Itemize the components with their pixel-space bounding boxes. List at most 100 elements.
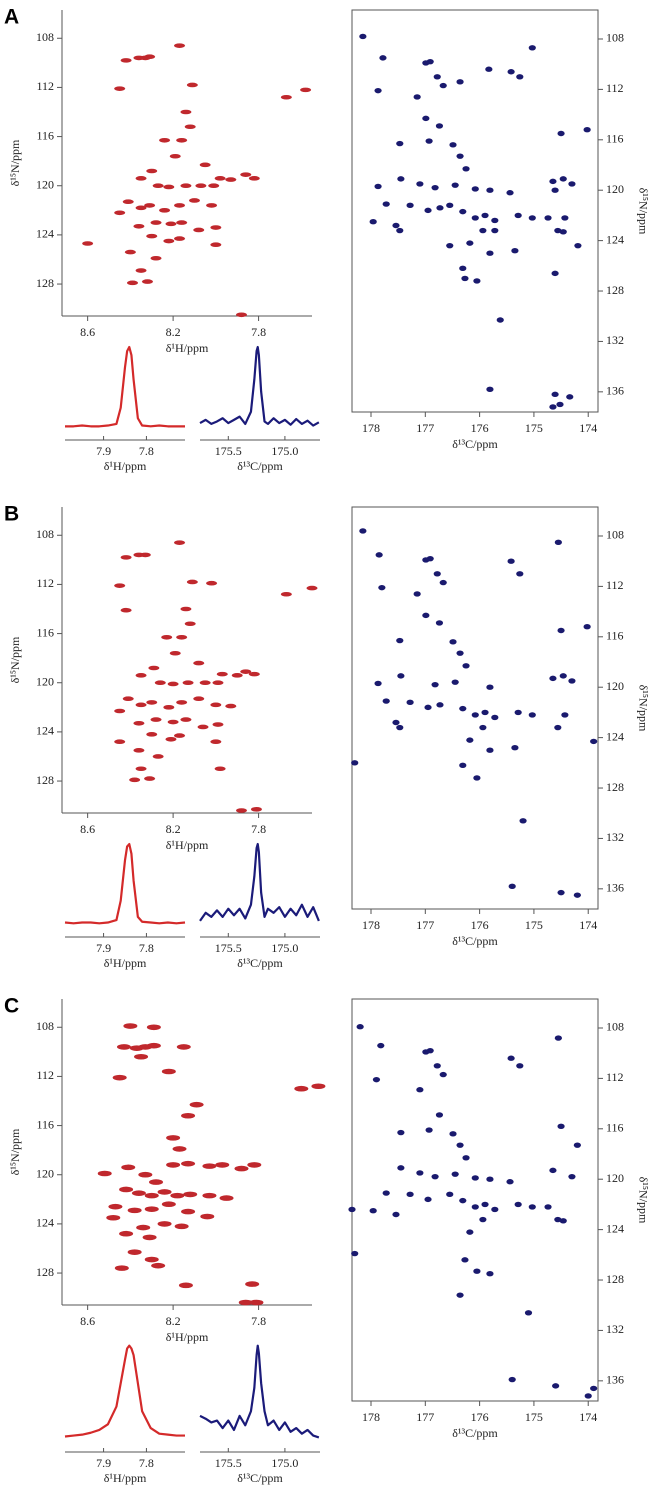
x-tick-label: 175.5 <box>215 444 242 458</box>
y-axis-label: δ¹⁵N/ppm <box>636 1177 650 1224</box>
x-tick-label: 7.8 <box>251 325 266 339</box>
peak <box>568 1173 576 1180</box>
peak <box>161 634 173 640</box>
peak <box>146 1042 161 1049</box>
peak <box>181 1112 196 1119</box>
x-axis-label: δ¹H/ppm <box>104 1471 147 1485</box>
peak <box>280 94 292 100</box>
peak <box>178 1282 193 1289</box>
y-tick-label: 120 <box>606 1171 624 1185</box>
peak <box>369 1208 377 1214</box>
peak <box>559 229 567 235</box>
x-tick-label: 176 <box>471 918 489 932</box>
y-tick-label: 116 <box>606 1121 624 1135</box>
peak <box>379 55 387 61</box>
peak <box>165 221 177 227</box>
peak <box>461 1257 469 1263</box>
x-tick-label: 8.2 <box>166 822 181 836</box>
x-tick-label: 175 <box>525 421 543 435</box>
x-tick-label: 8.6 <box>80 325 95 339</box>
peak <box>176 700 188 705</box>
plot-frame <box>351 9 599 413</box>
peak <box>449 1131 457 1137</box>
peak <box>435 1112 444 1118</box>
peak <box>135 766 147 772</box>
x-tick-label: 7.9 <box>96 444 111 458</box>
peak <box>351 1250 359 1257</box>
peak <box>157 1189 172 1195</box>
y-tick-label: 108 <box>36 30 54 44</box>
peak <box>559 673 567 679</box>
peak <box>372 1076 381 1083</box>
y-tick-label: 112 <box>606 81 624 95</box>
peak <box>154 680 166 686</box>
peak <box>359 33 367 40</box>
peak <box>127 280 139 286</box>
peak <box>397 176 405 182</box>
y-tick-label: 124 <box>36 724 54 738</box>
peak <box>473 775 481 781</box>
peak <box>456 650 464 656</box>
peak <box>425 138 433 144</box>
y-axis-label: δ¹⁵N/ppm <box>636 685 650 732</box>
peak <box>528 712 536 718</box>
peak <box>528 45 536 51</box>
peak <box>146 700 158 705</box>
peak <box>583 624 591 630</box>
peak <box>184 124 196 130</box>
peak <box>150 717 162 722</box>
y-tick-label: 120 <box>36 674 54 688</box>
peak <box>397 673 405 679</box>
peak <box>195 183 207 189</box>
y-tick-label: 136 <box>606 881 624 895</box>
peak <box>152 754 164 759</box>
peak <box>150 220 162 225</box>
peak <box>449 639 457 645</box>
x-tick-label: 7.8 <box>139 941 154 955</box>
peak <box>238 1299 253 1306</box>
peak <box>459 208 467 215</box>
peak <box>422 115 430 122</box>
peak <box>193 660 205 666</box>
peak <box>462 166 470 172</box>
y-tick-label: 108 <box>606 528 624 542</box>
peak <box>169 650 181 656</box>
x-axis-label: δ¹³C/ppm <box>452 934 498 948</box>
peak <box>451 182 459 188</box>
peak <box>199 162 211 168</box>
peak <box>135 205 147 211</box>
peak <box>97 1170 112 1177</box>
y-tick-label: 112 <box>36 79 54 93</box>
trace <box>64 842 186 925</box>
trace <box>199 842 320 922</box>
peak <box>240 669 252 674</box>
peak <box>491 714 499 721</box>
peak <box>590 1385 598 1392</box>
peak <box>219 1195 234 1201</box>
peak <box>197 724 209 730</box>
peak <box>176 634 188 640</box>
peak <box>114 210 126 216</box>
peak <box>135 673 147 678</box>
peak <box>508 1376 516 1383</box>
y-tick-label: 116 <box>606 132 624 146</box>
peak <box>451 679 459 685</box>
peak <box>202 1163 217 1169</box>
peak <box>449 142 457 148</box>
peak <box>375 552 383 558</box>
peak <box>133 720 145 726</box>
x-tick-label: 8.2 <box>166 1314 181 1328</box>
x-tick-label: 7.8 <box>139 444 154 458</box>
y-axis-label: δ¹⁵N/ppm <box>8 1128 22 1175</box>
peak <box>436 205 444 211</box>
peak <box>425 1127 433 1133</box>
peak <box>459 265 467 272</box>
x-tick-label: 174 <box>579 918 597 932</box>
peak <box>392 222 400 229</box>
x-tick-label: 177 <box>416 1410 434 1424</box>
peak <box>144 776 156 781</box>
y-tick-label: 136 <box>606 384 624 398</box>
peak <box>348 1206 356 1213</box>
peak <box>459 705 467 712</box>
